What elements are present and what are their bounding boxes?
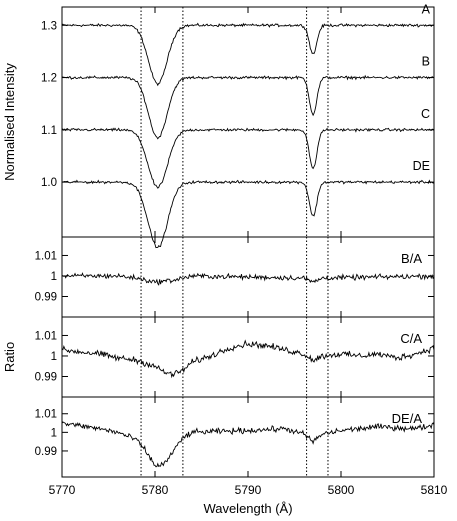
spectra-series: A B C DE	[61, 2, 435, 249]
spectra-ticks: 1.0 1.1 1.2 1.3	[41, 7, 435, 237]
y-tick-label: 1.2	[41, 73, 57, 85]
spectra-panel: A B C DE 1.0 1.1 1.2 1.3 Normalised Intensity	[2, 2, 435, 249]
x-tick-label: 5800	[328, 483, 355, 497]
spectrum-label-c: C	[421, 107, 430, 121]
ratio-y-axis-label: Ratio	[2, 342, 17, 372]
spectrum-label-a: A	[422, 2, 431, 16]
spectrum-line-b	[61, 74, 435, 140]
ratio-ticks-c-a: 0.99 1 1.01	[35, 317, 435, 397]
ratio-panel-b-a: 0.99 1 1.01 B/A	[35, 236, 435, 318]
ratio-ticks-b-a: 0.99 1 1.01	[35, 237, 435, 317]
ratio-panel-de-a: 0.99 1 1.01 DE/A	[35, 396, 435, 478]
x-tick-label: 5770	[49, 483, 76, 497]
y-tick-label: 1.01	[35, 330, 57, 342]
ratio-series-c-a	[61, 339, 435, 379]
x-axis: 5770 5780 5790 5800 5810	[49, 483, 448, 497]
ratio-label-de-a: DE/A	[392, 411, 423, 426]
dotted-wavelength-markers	[140, 397, 329, 477]
ratio-panel-de-a-frame	[61, 396, 435, 478]
x-axis-label: Wavelength (Å)	[203, 501, 292, 516]
spectrum-line-a	[61, 22, 435, 87]
x-tick-label: 5790	[235, 483, 262, 497]
ratio-line	[61, 339, 435, 379]
y-tick-label: 1.01	[35, 250, 57, 262]
spectrum-line-de	[61, 179, 435, 249]
spectrum-line-c	[61, 127, 435, 189]
ratio-line	[61, 421, 435, 468]
ratio-series-b-a	[61, 272, 435, 286]
y-tick-label: 1.0	[41, 177, 57, 189]
spectra-y-axis-label: Normalised Intensity	[2, 63, 17, 181]
spectrum-label-b: B	[422, 55, 430, 69]
y-tick-label: 1	[51, 427, 57, 439]
y-tick-label: 1.01	[35, 409, 57, 421]
y-tick-label: 0.99	[35, 291, 57, 303]
ratio-ticks-de-a: 0.99 1 1.01	[35, 397, 435, 477]
y-tick-label: 1.1	[41, 125, 57, 137]
ratio-label-b-a: B/A	[401, 251, 422, 266]
ratio-line	[61, 272, 435, 286]
x-tick-label: 5780	[142, 483, 169, 497]
ratio-label-c-a: C/A	[400, 331, 422, 346]
y-tick-label: 1	[51, 271, 57, 283]
y-tick-label: 0.99	[35, 371, 57, 383]
y-tick-label: 1.3	[41, 20, 57, 32]
spectra-panel-frame	[61, 6, 435, 238]
ratio-panel-c-a: 0.99 1 1.01 C/A Ratio	[2, 316, 435, 398]
dotted-wavelength-markers	[140, 7, 329, 237]
y-tick-label: 1	[51, 351, 57, 363]
x-tick-label: 5810	[421, 483, 448, 497]
spectrum-label-de: DE	[413, 159, 430, 173]
y-tick-label: 0.99	[35, 446, 57, 458]
dotted-wavelength-markers	[140, 317, 329, 397]
ratio-series-de-a	[61, 421, 435, 468]
